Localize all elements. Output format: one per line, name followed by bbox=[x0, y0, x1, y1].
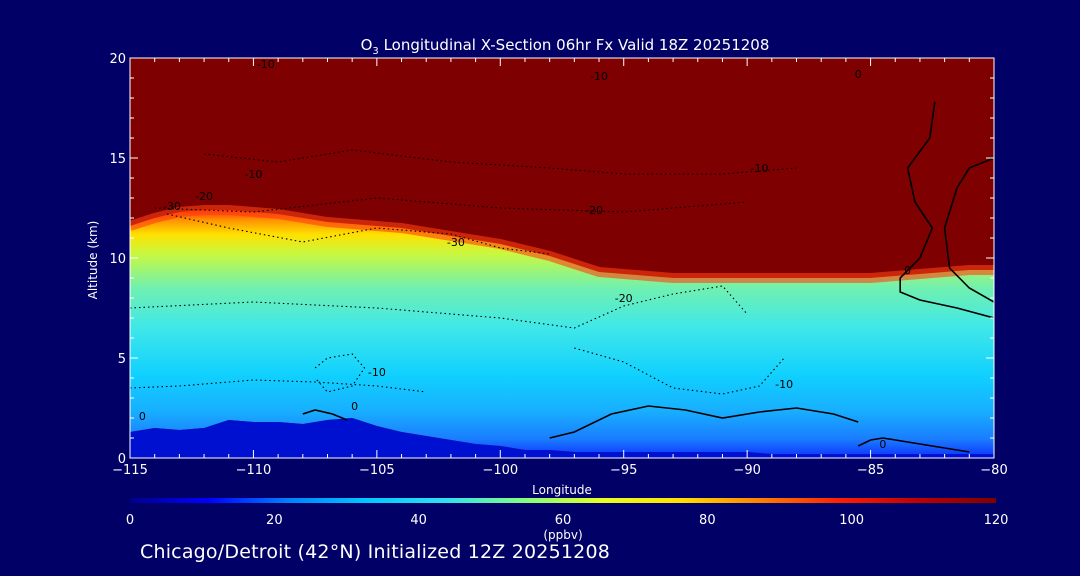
colorbar-tick-label: 20 bbox=[266, 513, 283, 528]
x-tick-label: −100 bbox=[482, 463, 518, 478]
contour-label: 0 bbox=[351, 400, 358, 413]
colorbar-tick-label: 120 bbox=[984, 513, 1009, 528]
contour-line-minus10 bbox=[314, 353, 366, 393]
x-tick-label: −110 bbox=[236, 463, 272, 478]
colorbar-units: (ppbv) bbox=[543, 528, 582, 542]
contour-labels: -10 -10 -10 -10 -10 -10 -20 -20 -20 -30 -30 0 0 0 0 0 bbox=[139, 58, 911, 451]
colorbar-tick-label: 0 bbox=[126, 513, 134, 528]
title-rest: Longitudinal X-Section 06hr Fx Valid 18Z… bbox=[379, 36, 770, 54]
contour-lines bbox=[130, 101, 994, 453]
contour-label: 0 bbox=[855, 68, 862, 81]
chart-title: O3 Longitudinal X-Section 06hr Fx Valid … bbox=[361, 36, 770, 57]
title-subscript: 3 bbox=[372, 46, 378, 57]
x-tick-label: −85 bbox=[857, 463, 884, 478]
contour-label: -20 bbox=[195, 190, 213, 203]
y-tick-label: 0 bbox=[118, 452, 126, 467]
contour-line-0 bbox=[302, 409, 348, 421]
contour-line-minus30 bbox=[166, 213, 550, 255]
contour-label: -10 bbox=[244, 168, 262, 181]
contour-label: -10 bbox=[257, 58, 275, 71]
contour-label: 0 bbox=[879, 438, 886, 451]
contour-line-minus20 bbox=[154, 197, 748, 213]
colorbar-tick-label: 100 bbox=[839, 513, 864, 528]
y-tick-label: 20 bbox=[109, 52, 126, 67]
y-tick-label: 5 bbox=[118, 352, 126, 367]
x-tick-label: −105 bbox=[359, 463, 395, 478]
contour-label: -10 bbox=[590, 70, 608, 83]
contour-label: -30 bbox=[447, 236, 465, 249]
title-prefix: O bbox=[361, 36, 373, 54]
boundary-layer-fill bbox=[130, 418, 994, 458]
x-tick-label: −115 bbox=[112, 463, 148, 478]
x-tick-label: −80 bbox=[980, 463, 1007, 478]
contour-label: 0 bbox=[904, 264, 911, 277]
contour-label: 0 bbox=[139, 410, 146, 423]
contour-label: -20 bbox=[585, 204, 603, 217]
colorbar-tick-label: 60 bbox=[555, 513, 572, 528]
y-axis: 0 5 10 15 20 bbox=[109, 52, 994, 467]
contour-line-minus10 bbox=[130, 379, 427, 393]
colorbar bbox=[130, 498, 996, 503]
contour-label: -10 bbox=[751, 162, 769, 175]
contour-label: -30 bbox=[163, 200, 181, 213]
troposphere-fill bbox=[130, 210, 994, 454]
x-tick-label: −95 bbox=[610, 463, 637, 478]
contour-label: -20 bbox=[615, 292, 633, 305]
contour-line-0 bbox=[549, 405, 859, 439]
colorbar-tick-label: 80 bbox=[699, 513, 716, 528]
colorbar-tick-label: 40 bbox=[410, 513, 427, 528]
contour-line-minus10 bbox=[204, 149, 797, 175]
contour-line-0 bbox=[943, 157, 994, 303]
y-tick-label: 15 bbox=[109, 152, 126, 167]
footer-caption: Chicago/Detroit (42°N) Initialized 12Z 2… bbox=[140, 541, 611, 563]
x-axis: −115 −110 −105 −100 −95 −90 −85 −80 bbox=[112, 58, 1008, 478]
y-axis-label: Altitude (km) bbox=[86, 221, 100, 300]
contour-label: -10 bbox=[368, 366, 386, 379]
x-tick-label: −90 bbox=[733, 463, 760, 478]
contour-label: -10 bbox=[775, 378, 793, 391]
contour-line-0 bbox=[857, 437, 970, 453]
contour-line-0 bbox=[899, 101, 994, 319]
plot-area: -10 -10 -10 -10 -10 -10 -20 -20 -20 -30 -30 0 0 0 0 0 bbox=[130, 58, 994, 458]
contour-line-minus20 bbox=[130, 285, 748, 329]
colorbar-ticks: 0 20 40 60 80 100 120 bbox=[126, 513, 1009, 528]
y-tick-label: 10 bbox=[109, 252, 126, 267]
tropopause-transition-band bbox=[130, 205, 994, 283]
x-axis-label: Longitude bbox=[532, 483, 592, 497]
